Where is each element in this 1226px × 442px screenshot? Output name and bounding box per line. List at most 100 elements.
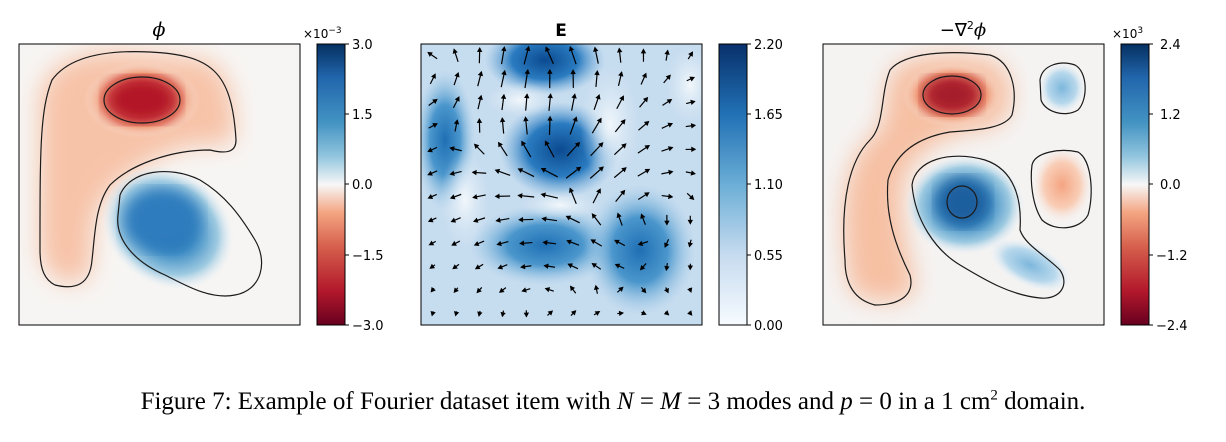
- field-arrowhead: [667, 122, 674, 128]
- panel-phi: ϕ ×10−3 3.0 1.5 0.0 −1.5: [18, 19, 384, 334]
- field-arrowhead: [687, 310, 693, 316]
- field-arrowhead: [618, 71, 624, 77]
- phi-tick-label: −1.5: [352, 249, 384, 264]
- field-arrowhead: [524, 93, 530, 99]
- field-arrowhead: [431, 73, 436, 79]
- field-arrowhead: [542, 240, 548, 246]
- phi-tick-label: 1.5: [352, 108, 373, 123]
- field-arrowhead: [614, 239, 620, 245]
- field-arrowhead: [621, 167, 627, 173]
- phi-colorbar-multiplier: ×10−3: [303, 26, 342, 41]
- laplacian-tick-label: −2.4: [1156, 319, 1188, 334]
- phi-heatmap: [19, 44, 300, 325]
- field-arrowhead: [524, 69, 530, 75]
- field-arrowhead: [518, 217, 524, 223]
- field-arrowhead: [689, 76, 695, 82]
- field-arrowhead: [453, 287, 459, 293]
- field-arrowhead: [594, 70, 600, 76]
- field-arrowhead: [520, 263, 526, 270]
- field-arrowhead: [427, 217, 434, 223]
- field-arrowhead: [430, 286, 436, 293]
- field-arrowhead: [687, 219, 693, 225]
- field-arrowhead: [591, 213, 597, 219]
- field-arrowhead: [617, 47, 623, 53]
- field-arrowhead: [595, 94, 601, 100]
- field-arrowhead: [593, 46, 599, 52]
- field-arrowhead: [641, 287, 647, 294]
- laplacian-tick-label: 2.4: [1160, 38, 1181, 53]
- field-arrowhead: [477, 70, 484, 77]
- field-arrowhead: [665, 74, 671, 80]
- field-arrowhead: [540, 167, 547, 173]
- field-arrowhead: [664, 242, 670, 248]
- e-field-heatmap: [421, 44, 702, 325]
- field-arrowhead: [566, 239, 572, 245]
- field-arrowhead: [687, 242, 693, 248]
- field-arrowhead: [494, 193, 500, 199]
- e-tick-label: 0.55: [754, 249, 783, 264]
- field-arrowhead: [668, 193, 674, 200]
- field-arrowhead: [449, 170, 455, 176]
- field-arrowhead: [454, 96, 460, 102]
- field-arrowhead: [500, 311, 506, 318]
- field-arrowhead: [476, 46, 483, 52]
- field-arrowhead: [449, 146, 455, 152]
- field-arrowhead: [453, 119, 460, 125]
- field-arrowhead: [427, 51, 433, 57]
- field-arrowhead: [452, 48, 458, 54]
- field-arrowhead: [690, 99, 696, 106]
- field-arrowhead: [688, 51, 694, 57]
- laplacian-heatmap: [823, 44, 1104, 325]
- field-arrowhead: [473, 241, 480, 247]
- field-arrowhead: [472, 217, 479, 223]
- panel-e: E 2.20 1.65 1.10: [420, 21, 783, 334]
- laplacian-tick-label: 0.0: [1160, 178, 1181, 193]
- field-arrowhead: [547, 310, 554, 316]
- field-arrowhead: [496, 240, 502, 247]
- field-arrowhead: [575, 166, 582, 172]
- field-arrowhead: [540, 192, 546, 198]
- field-arrowhead: [641, 310, 647, 316]
- field-arrowhead: [471, 169, 477, 176]
- figure-caption: Figure 7: Example of Fourier dataset ite…: [140, 387, 1086, 415]
- field-arrowhead: [497, 264, 504, 270]
- panel-laplacian: −∇2ϕ ×103 2.4 1.2: [822, 19, 1188, 334]
- laplacian-colorbar: ×103 2.4 1.2 0.0 −1.2 −2.4: [1112, 26, 1188, 334]
- phi-colorbar: ×10−3 3.0 1.5 0.0 −1.5 −3.0: [303, 26, 384, 334]
- field-arrowhead: [687, 287, 693, 293]
- field-arrowhead: [642, 96, 649, 103]
- field-arrowhead: [568, 46, 575, 52]
- field-arrowhead: [667, 146, 674, 152]
- field-arrowhead: [567, 263, 573, 269]
- field-arrowhead: [544, 140, 550, 146]
- field-arrowhead: [547, 93, 553, 99]
- field-arrowhead: [614, 263, 621, 269]
- field-arrowhead: [428, 240, 435, 246]
- field-arrowhead: [590, 239, 597, 245]
- field-arrowhead: [432, 98, 438, 104]
- field-arrowhead: [519, 240, 525, 246]
- field-arrowhead: [547, 68, 553, 74]
- field-arrowhead: [616, 212, 622, 219]
- phi-tick-label: −3.0: [352, 319, 384, 334]
- field-arrowhead: [687, 265, 694, 271]
- field-arrowhead: [517, 193, 523, 199]
- field-arrowhead: [498, 141, 503, 148]
- field-arrowhead: [688, 194, 695, 200]
- field-arrowhead: [574, 141, 581, 148]
- field-arrowhead: [618, 310, 625, 317]
- field-arrowhead: [598, 142, 604, 148]
- field-arrowhead: [477, 94, 483, 101]
- field-arrowhead: [640, 48, 647, 54]
- field-arrowhead: [545, 46, 551, 52]
- field-arrowhead: [664, 49, 670, 55]
- field-arrowhead: [639, 264, 646, 271]
- field-arrowhead: [621, 143, 627, 149]
- field-arrowhead: [620, 189, 626, 196]
- field-arrowhead: [547, 115, 553, 121]
- field-arrowhead: [427, 170, 433, 176]
- panel-laplacian-title: −∇2ϕ: [940, 19, 986, 41]
- field-arrowhead: [596, 117, 602, 124]
- field-arrowhead: [637, 240, 644, 246]
- e-tick-label: 2.20: [754, 38, 783, 53]
